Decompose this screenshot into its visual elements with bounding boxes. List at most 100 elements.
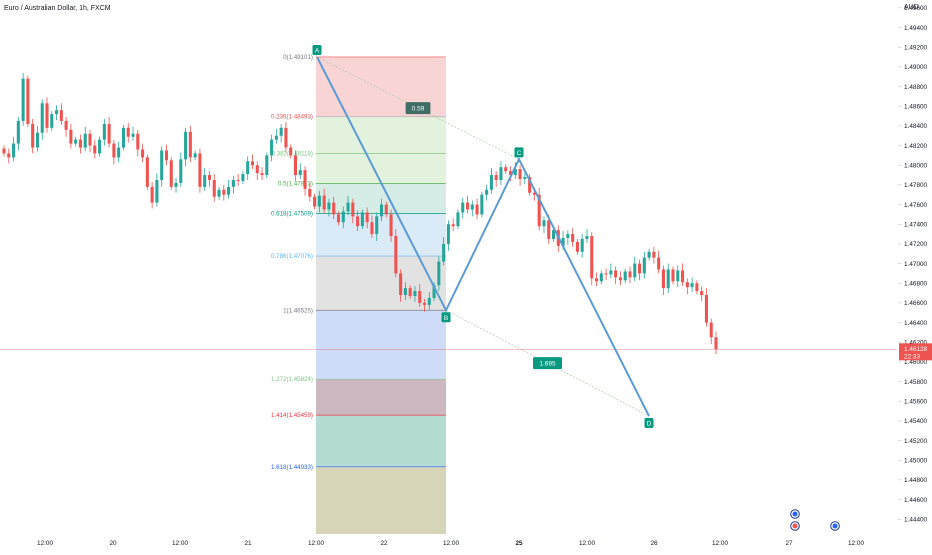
- price-tick-label: 1.46600: [904, 300, 928, 307]
- candle-body: [83, 133, 87, 148]
- candle-body: [21, 78, 25, 121]
- candle-body: [537, 194, 541, 227]
- candle-body: [64, 120, 68, 130]
- time-tick-label: 12:00: [712, 540, 728, 547]
- fib-level-label: 0.236(1.48493): [271, 114, 313, 121]
- price-tick-label: 1.48400: [904, 123, 928, 130]
- price-tick-label: 1.48600: [904, 104, 928, 111]
- candlesticks: [0, 72, 897, 355]
- economic-events[interactable]: [790, 509, 840, 531]
- fib-level-label: 0.786(1.47076): [271, 253, 313, 260]
- event-flag-icon: [832, 523, 838, 529]
- candle-body: [289, 147, 293, 156]
- pattern-point-badge: [644, 417, 654, 428]
- candle-body: [523, 177, 527, 179]
- candle-body: [78, 139, 82, 148]
- candle-body: [690, 283, 694, 288]
- candle-body: [408, 288, 412, 297]
- fib-band: [316, 213, 446, 257]
- time-tick-label: 12:00: [579, 540, 595, 547]
- pattern-point-badge: [312, 44, 322, 55]
- price-tick-label: 1.48200: [904, 143, 928, 150]
- candle-body: [446, 224, 450, 244]
- candle-body: [485, 189, 489, 195]
- candle-body: [360, 212, 364, 227]
- fib-band: [316, 379, 446, 416]
- candle-body: [532, 192, 536, 195]
- candle-body: [480, 194, 484, 215]
- price-tick-label: 1.48000: [904, 163, 928, 170]
- candle-body: [504, 167, 508, 172]
- candle-body: [174, 182, 178, 187]
- candle-body: [422, 302, 427, 305]
- candle-body: [59, 110, 63, 121]
- fib-band: [316, 153, 446, 184]
- candle-body: [700, 291, 704, 296]
- candle-body: [50, 114, 54, 128]
- candle-body: [74, 139, 78, 144]
- candle-body: [88, 133, 92, 146]
- price-tick-label: 1.49000: [904, 64, 928, 71]
- candle-body: [671, 269, 675, 282]
- candle-body: [652, 251, 656, 258]
- candle-body: [542, 220, 546, 227]
- candle-body: [571, 234, 575, 242]
- date-tick-label: 22: [380, 540, 388, 547]
- candle-body: [442, 243, 446, 262]
- candle-body: [31, 123, 35, 148]
- price-tick-label: 1.44400: [904, 517, 928, 524]
- candle-body: [475, 204, 479, 215]
- current-price-label: 1.46128: [904, 346, 928, 353]
- ratio-label: 1.695: [539, 361, 556, 368]
- candle-body: [279, 127, 283, 136]
- candle-body: [112, 143, 116, 158]
- time-tick-label: 12:00: [172, 540, 188, 547]
- symbol-title: Euro / Australian Dollar, 1h, FXCM: [4, 5, 111, 12]
- guide-line-bd: [445, 310, 650, 417]
- candle-body: [284, 127, 288, 148]
- candle-body: [274, 135, 278, 140]
- price-tick-label: 1.47000: [904, 261, 928, 268]
- fib-level-label: 0(1.49101): [283, 54, 313, 61]
- candle-body: [207, 175, 212, 180]
- candle-body: [638, 263, 642, 274]
- pattern-point-badge: [441, 312, 451, 323]
- candle-body: [676, 270, 680, 282]
- abcd-pattern[interactable]: A B C D 0.59 1.695: [312, 44, 654, 428]
- pattern-point-label: B: [444, 315, 448, 322]
- event-flag-icon: [792, 523, 798, 529]
- candle-body: [461, 202, 465, 213]
- price-tick-label: 1.44600: [904, 497, 928, 504]
- candle-body: [413, 291, 417, 297]
- candle-body: [633, 263, 637, 278]
- candle-body: [609, 270, 613, 275]
- price-axis: 1.49600 1.49400 1.49200 1.49000 1.48800 1.486…: [898, 0, 932, 550]
- date-tick-label: 27: [785, 540, 793, 547]
- candle-body: [260, 173, 264, 176]
- ratio-label: 0.59: [412, 106, 425, 113]
- candle-body: [164, 150, 168, 161]
- pattern-point-label: A: [315, 47, 320, 54]
- candle-body: [255, 165, 259, 174]
- candle-body: [145, 157, 149, 187]
- candle-body: [193, 153, 197, 158]
- candle-body: [427, 297, 431, 305]
- price-tick-label: 1.45000: [904, 458, 928, 465]
- candle-body: [604, 273, 608, 275]
- candle-body: [518, 169, 522, 179]
- candle-body: [231, 179, 235, 187]
- candle-body: [188, 131, 192, 158]
- candle-body: [317, 195, 321, 207]
- candle-body: [681, 270, 685, 283]
- candle-body: [293, 155, 298, 176]
- fib-band: [316, 415, 446, 467]
- candle-body: [160, 150, 164, 180]
- candle-body: [250, 161, 255, 166]
- price-tick-label: 1.49400: [904, 25, 928, 32]
- candle-body: [184, 131, 188, 160]
- pattern-point-label: C: [517, 150, 522, 157]
- candle-body: [313, 196, 317, 207]
- candle-body: [528, 177, 532, 193]
